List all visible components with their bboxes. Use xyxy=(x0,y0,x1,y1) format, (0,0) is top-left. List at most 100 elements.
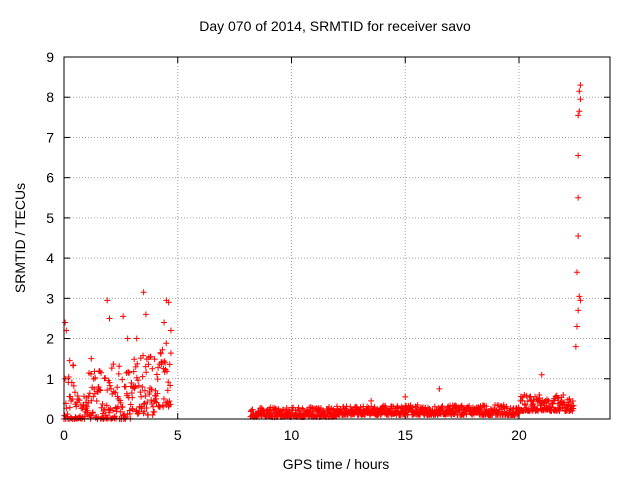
data-point xyxy=(575,152,582,159)
data-point xyxy=(295,404,302,411)
data-point xyxy=(76,397,83,404)
data-point xyxy=(66,404,73,411)
data-point xyxy=(151,408,158,415)
data-point xyxy=(141,400,148,407)
data-point xyxy=(160,403,167,410)
data-point xyxy=(133,335,140,342)
data-point xyxy=(166,398,173,405)
data-point xyxy=(75,396,82,403)
data-point xyxy=(96,386,103,393)
data-point xyxy=(576,293,583,300)
data-point xyxy=(122,383,129,390)
data-point xyxy=(66,357,73,364)
data-point xyxy=(371,405,378,412)
data-point xyxy=(545,397,552,404)
data-point xyxy=(280,406,287,413)
data-point xyxy=(88,355,95,362)
data-point xyxy=(93,398,100,405)
data-point xyxy=(154,390,161,397)
data-point xyxy=(167,401,174,408)
data-point xyxy=(99,401,106,408)
data-point xyxy=(149,365,156,372)
data-point xyxy=(146,385,153,392)
data-point xyxy=(577,96,584,103)
data-point xyxy=(70,362,77,369)
data-point xyxy=(109,407,116,414)
data-point xyxy=(95,384,102,391)
data-point xyxy=(92,374,99,381)
data-point xyxy=(137,389,144,396)
data-point xyxy=(117,408,124,415)
data-point xyxy=(119,403,126,410)
data-point xyxy=(153,371,160,378)
data-point xyxy=(271,405,278,412)
data-point xyxy=(68,379,75,386)
data-point xyxy=(127,401,134,408)
data-point xyxy=(71,389,78,396)
data-point xyxy=(132,383,139,390)
data-point xyxy=(138,393,145,400)
data-point xyxy=(135,377,142,384)
data-point xyxy=(165,299,172,306)
data-point xyxy=(129,405,136,412)
data-point xyxy=(117,399,124,406)
data-point xyxy=(103,402,110,409)
x-tick-label: 5 xyxy=(174,427,182,443)
data-point xyxy=(140,289,147,296)
data-point xyxy=(145,361,152,368)
data-point xyxy=(149,411,156,418)
data-point xyxy=(574,323,581,330)
data-point xyxy=(155,364,162,371)
data-point xyxy=(466,403,473,410)
data-point xyxy=(142,393,149,400)
data-point xyxy=(140,352,147,359)
data-point xyxy=(116,363,123,370)
data-point xyxy=(62,375,69,382)
data-point xyxy=(577,82,584,89)
data-point xyxy=(167,382,174,389)
y-tick-label: 9 xyxy=(46,49,54,65)
data-point xyxy=(104,297,111,304)
data-point xyxy=(91,385,98,392)
data-point xyxy=(519,397,526,404)
data-point xyxy=(394,403,401,410)
data-point xyxy=(463,411,470,418)
x-tick-label: 20 xyxy=(511,427,527,443)
data-point xyxy=(140,401,147,408)
data-point xyxy=(402,393,409,400)
data-point xyxy=(575,307,582,314)
y-tick-label: 2 xyxy=(46,331,54,347)
data-point xyxy=(526,393,533,400)
data-point xyxy=(133,407,140,414)
data-point xyxy=(164,387,171,394)
data-point xyxy=(574,269,581,276)
data-point xyxy=(131,356,138,363)
y-tick-label: 3 xyxy=(46,290,54,306)
data-point xyxy=(572,343,579,350)
y-tick-label: 7 xyxy=(46,129,54,145)
data-point xyxy=(414,402,421,408)
x-axis-label: GPS time / hours xyxy=(282,456,390,472)
data-point xyxy=(108,385,115,392)
data-point xyxy=(141,387,148,394)
data-point xyxy=(575,112,582,119)
data-point xyxy=(148,386,155,393)
y-tick-label: 8 xyxy=(46,89,54,105)
data-point xyxy=(124,335,131,342)
data-point xyxy=(160,395,167,402)
data-point xyxy=(112,389,119,396)
data-point xyxy=(134,360,141,367)
data-point xyxy=(88,412,95,419)
data-point xyxy=(129,394,136,401)
data-point xyxy=(523,392,530,399)
data-point xyxy=(88,397,95,404)
data-point xyxy=(106,382,113,389)
data-point xyxy=(569,397,576,404)
data-point xyxy=(162,359,169,366)
data-point xyxy=(85,399,92,406)
data-point xyxy=(148,397,155,404)
data-point xyxy=(570,402,577,409)
data-point xyxy=(575,194,582,201)
data-point xyxy=(531,403,538,410)
data-point xyxy=(119,376,126,383)
